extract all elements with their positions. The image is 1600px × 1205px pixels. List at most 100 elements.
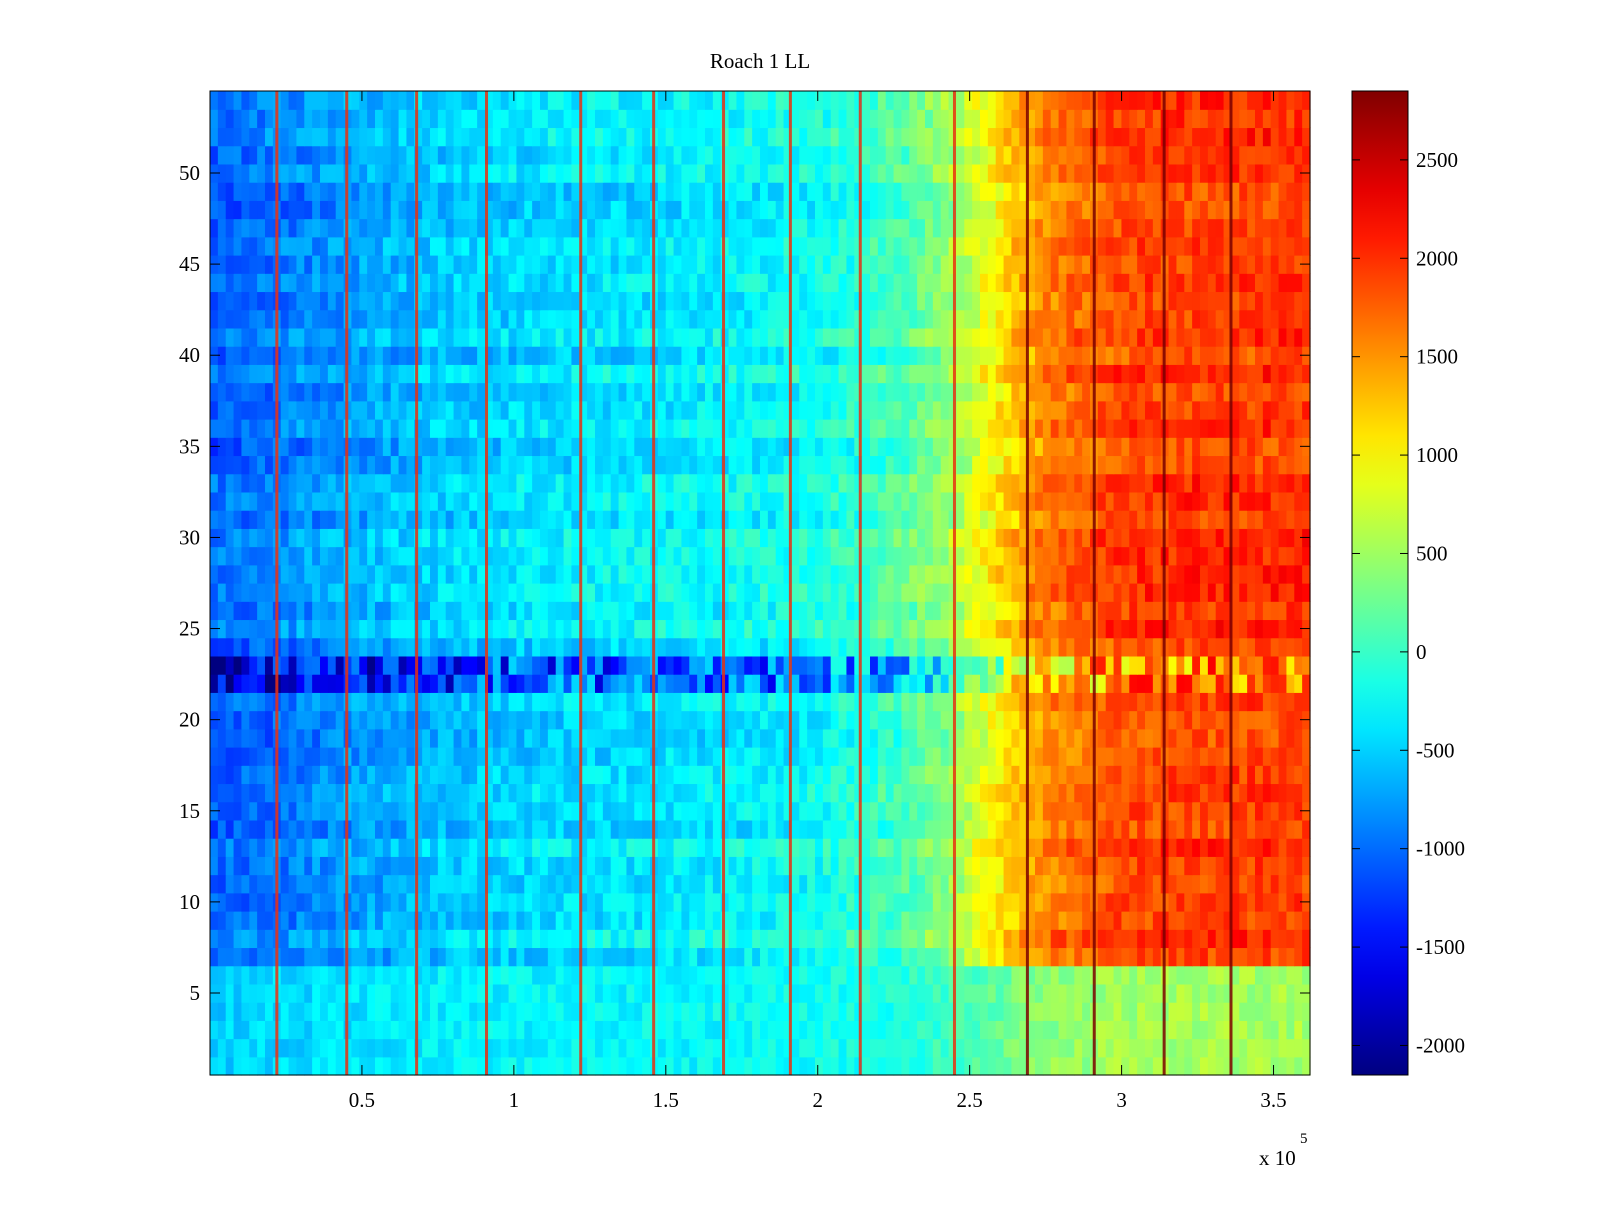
- heatmap-cell: [964, 1002, 973, 1021]
- heatmap-cell: [1074, 983, 1083, 1003]
- heatmap-cell: [320, 874, 329, 894]
- heatmap-cell: [752, 491, 761, 511]
- heatmap-cell: [296, 838, 305, 857]
- heatmap-cell: [1223, 819, 1233, 839]
- heatmap-cell: [327, 911, 337, 930]
- heatmap-cell: [799, 583, 808, 602]
- heatmap-cell: [540, 437, 549, 457]
- heatmap-cell: [995, 911, 1005, 930]
- heatmap-cell: [555, 728, 565, 748]
- heatmap-cell: [830, 1020, 840, 1040]
- heatmap-cell: [547, 1056, 557, 1076]
- heatmap-cell: [555, 783, 565, 803]
- heatmap-cell: [461, 856, 470, 876]
- heatmap-cell: [807, 437, 816, 457]
- heatmap-cell: [1058, 783, 1068, 803]
- heatmap-cell: [1270, 1020, 1280, 1040]
- heatmap-cell: [657, 819, 667, 839]
- heatmap-cell: [375, 1056, 384, 1076]
- heatmap-cell: [485, 911, 494, 930]
- heatmap-cell: [375, 437, 384, 457]
- heatmap-cell: [1003, 437, 1013, 457]
- heatmap-cell: [1215, 692, 1225, 712]
- heatmap-cell: [414, 637, 423, 657]
- heatmap-cell: [595, 491, 604, 511]
- heatmap-cell: [1011, 564, 1020, 584]
- heatmap-cell: [375, 765, 384, 785]
- heatmap-cell: [406, 491, 415, 511]
- heatmap-cell: [532, 1038, 541, 1058]
- heatmap-cell: [1270, 710, 1280, 730]
- heatmap-cell: [359, 892, 368, 912]
- heatmap-cell: [602, 637, 612, 657]
- heatmap-cell: [1074, 619, 1083, 639]
- heatmap-cell: [217, 856, 227, 876]
- heatmap-cell: [210, 510, 219, 529]
- heatmap-cell: [618, 838, 628, 857]
- heatmap-cell: [705, 801, 714, 821]
- heatmap-cell: [618, 455, 628, 475]
- heatmap-cell: [500, 765, 510, 785]
- heatmap-cell: [532, 1056, 541, 1076]
- heatmap-cell: [728, 892, 738, 912]
- heatmap-cell: [1168, 783, 1178, 803]
- heatmap-cell: [249, 983, 258, 1003]
- heatmap-cell: [697, 728, 706, 748]
- heatmap-cell: [406, 564, 415, 584]
- heatmap-cell: [610, 819, 620, 839]
- heatmap-cell: [398, 874, 408, 894]
- heatmap-cell: [980, 437, 989, 457]
- heatmap-cell: [909, 710, 918, 730]
- heatmap-cell: [453, 491, 463, 511]
- heatmap-cell: [1082, 856, 1091, 876]
- heatmap-cell: [870, 1020, 879, 1040]
- heatmap-cell: [972, 546, 981, 566]
- heatmap-cell: [1019, 856, 1028, 876]
- heatmap-cell: [657, 892, 667, 912]
- heatmap-cell: [382, 801, 392, 821]
- heatmap-cell: [626, 601, 635, 621]
- heatmap-cell: [783, 583, 793, 602]
- heatmap-cell: [807, 856, 816, 876]
- heatmap-cell: [1058, 674, 1068, 693]
- heatmap-cell: [516, 874, 525, 894]
- heatmap-cell: [1003, 491, 1013, 511]
- heatmap-cell: [1302, 583, 1311, 602]
- heatmap-cell: [642, 1038, 651, 1058]
- heatmap-cell: [1035, 856, 1044, 876]
- heatmap-cell: [375, 892, 384, 912]
- heatmap-cell: [390, 965, 400, 985]
- heatmap-cell: [854, 1056, 863, 1076]
- heatmap-cell: [1003, 692, 1013, 712]
- heatmap-cell: [697, 856, 706, 876]
- heatmap-cell: [1019, 601, 1028, 621]
- heatmap-cell: [956, 655, 965, 675]
- heatmap-cell: [783, 437, 793, 457]
- heatmap-cell: [1152, 528, 1162, 548]
- heatmap-cell: [453, 528, 463, 548]
- heatmap-cell: [477, 437, 486, 457]
- heatmap-cell: [1223, 601, 1233, 621]
- heatmap-cell: [1192, 728, 1201, 748]
- heatmap-cell: [1011, 583, 1020, 602]
- heatmap-cell: [1074, 965, 1083, 985]
- heatmap-cell: [1042, 765, 1052, 785]
- heatmap-cell: [822, 765, 832, 785]
- heatmap-cell: [1003, 765, 1013, 785]
- heatmap-cell: [1058, 637, 1068, 657]
- heatmap-cell: [712, 801, 722, 821]
- heatmap-cell: [492, 564, 502, 584]
- heatmap-cell: [579, 491, 588, 511]
- heatmap-cell: [1066, 473, 1075, 493]
- heatmap-cell: [1262, 983, 1272, 1003]
- heatmap-cell: [508, 491, 518, 511]
- heatmap-cell: [1082, 564, 1091, 584]
- heatmap-cell: [217, 619, 227, 639]
- heatmap-cell: [791, 491, 800, 511]
- heatmap-cell: [1050, 510, 1060, 529]
- heatmap-cell: [375, 674, 384, 693]
- heatmap-cell: [288, 655, 298, 675]
- heatmap-cell: [437, 983, 447, 1003]
- heatmap-cell: [1152, 911, 1162, 930]
- heatmap-cell: [445, 728, 455, 748]
